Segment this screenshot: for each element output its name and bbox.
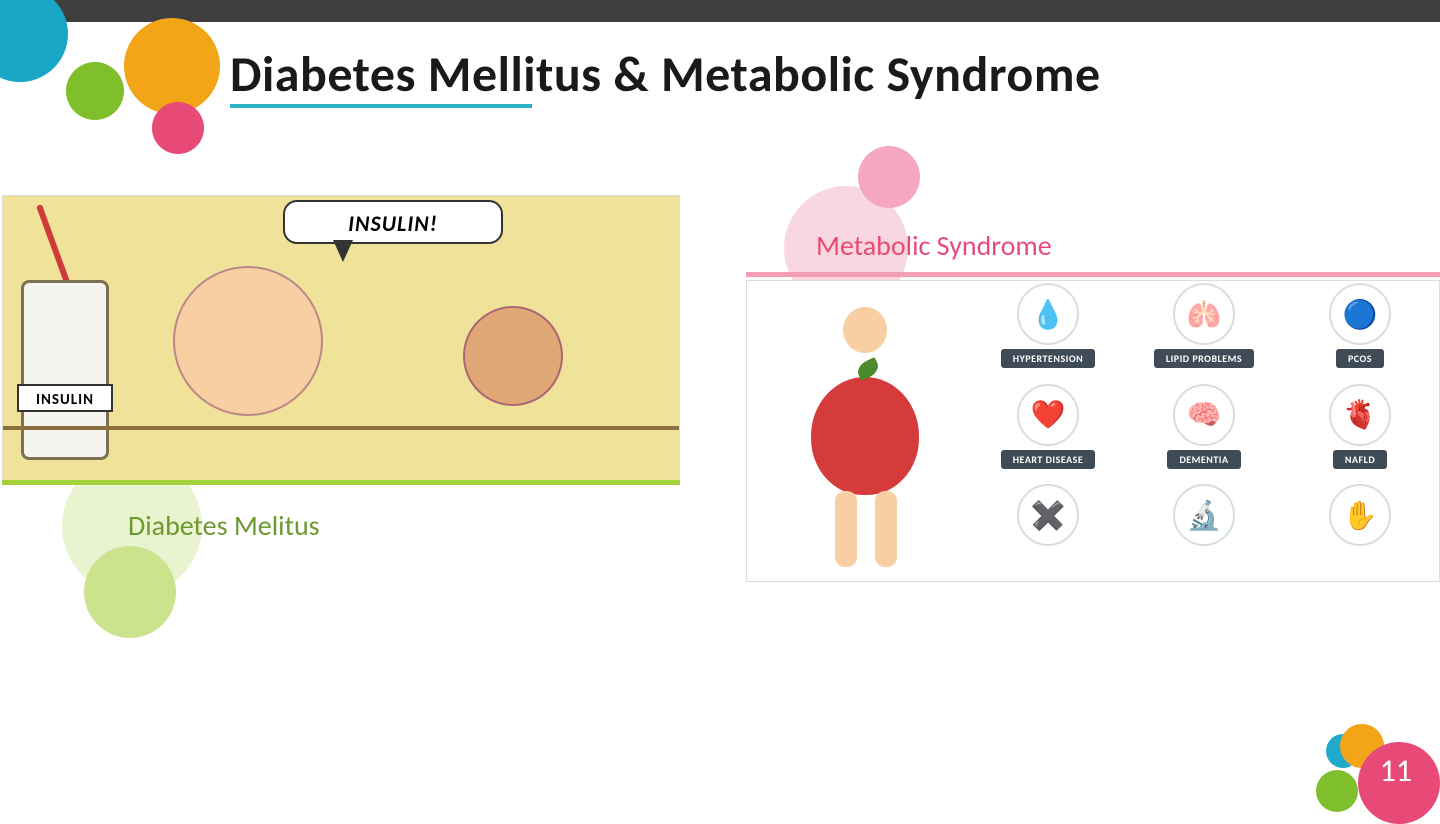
infographic-cell: 🧠 DEMENTIA (1129, 382, 1279, 481)
infographic-cell: 💧 HYPERTENSION (973, 281, 1123, 380)
decorative-circle-icon (1316, 770, 1358, 812)
infographic-item-icon: 🔵 (1329, 283, 1391, 345)
decorative-circle-icon (152, 102, 204, 154)
page-number: 11 (1380, 751, 1412, 790)
infographic-item-icon: ❤️ (1017, 384, 1079, 446)
speech-bubble-tail-icon (333, 240, 353, 262)
infographic-grid: 💧 HYPERTENSION 🫁 LIPID PROBLEMS 🔵 PCOS ❤️ HEART… (973, 281, 1435, 581)
infographic-item-icon: 🔬 (1173, 484, 1235, 546)
speech-bubble: INSULIN! (283, 200, 503, 244)
decorative-circle-icon (124, 18, 220, 114)
apple-body-figure-icon (787, 299, 937, 569)
insulin-bottle-icon (21, 280, 109, 460)
metabolic-infographic-image: 💧 HYPERTENSION 🫁 LIPID PROBLEMS 🔵 PCOS ❤️ HEART… (746, 280, 1440, 582)
infographic-item-icon: 🫀 (1329, 384, 1391, 446)
right-image-overline (746, 272, 1440, 277)
infographic-cell: ✋ (1285, 482, 1435, 581)
infographic-item-icon: 💧 (1017, 283, 1079, 345)
infographic-cell: 🫁 LIPID PROBLEMS (1129, 281, 1279, 380)
cartoon-child-small-icon (463, 306, 563, 406)
infographic-cell: 🫀 NAFLD (1285, 382, 1435, 481)
infographic-item-icon: 🧠 (1173, 384, 1235, 446)
title-underline (230, 104, 532, 108)
decorative-circle-icon (858, 146, 920, 208)
infographic-item-icon: 🫁 (1173, 283, 1235, 345)
infographic-item-label: PCOS (1336, 349, 1384, 368)
left-image-underline (2, 480, 680, 485)
insulin-bottle-label: INSULIN (17, 384, 113, 412)
diabetes-section-label: Diabetes Melitus (128, 508, 320, 543)
metabolic-section-label: Metabolic Syndrome (816, 228, 1052, 263)
infographic-item-label: NAFLD (1333, 450, 1387, 469)
infographic-item-icon: ✖️ (1017, 484, 1079, 546)
infographic-item-label: LIPID PROBLEMS (1154, 349, 1254, 368)
infographic-cell: ✖️ (973, 482, 1123, 581)
infographic-item-icon: ✋ (1329, 484, 1391, 546)
infographic-cell: 🔬 (1129, 482, 1279, 581)
infographic-cell: 🔵 PCOS (1285, 281, 1435, 380)
cartoon-table-line (3, 426, 679, 430)
infographic-cell: ❤️ HEART DISEASE (973, 382, 1123, 481)
infographic-item-label: HEART DISEASE (1001, 450, 1095, 469)
cartoon-child-large-icon (173, 266, 323, 416)
decorative-circle-icon (0, 0, 68, 82)
infographic-item-label: DEMENTIA (1167, 450, 1240, 469)
slide-top-bar (0, 0, 1440, 22)
infographic-item-label: HYPERTENSION (1001, 349, 1095, 368)
slide-title: Diabetes Mellitus & Metabolic Syndrome (230, 44, 1101, 105)
diabetes-cartoon-image: INSULIN INSULIN! (2, 195, 680, 483)
decorative-circle-icon (66, 62, 124, 120)
decorative-circle-icon (84, 546, 176, 638)
